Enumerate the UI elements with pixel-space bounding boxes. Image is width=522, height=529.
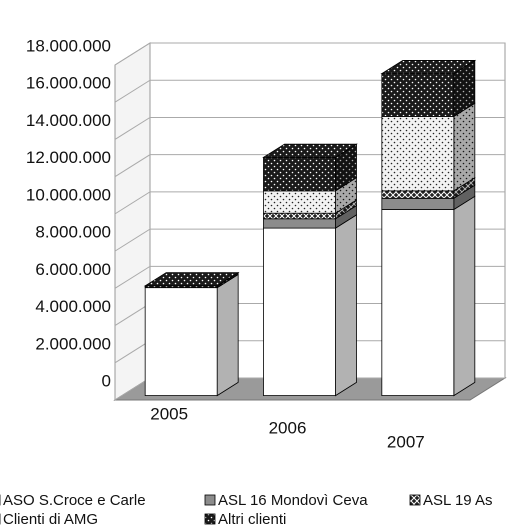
bar-side-shade <box>453 103 475 191</box>
bar-segment <box>263 199 357 220</box>
bar-side-shade <box>335 177 357 214</box>
side-wall <box>114 42 151 401</box>
legend-swatch <box>204 494 216 506</box>
legend-label: ASL 19 As <box>423 492 493 509</box>
bar-segment <box>381 195 476 397</box>
y-tick-label: 4.000.000 <box>35 297 111 316</box>
bar-segment <box>263 214 357 397</box>
x-tick-label: 2006 <box>269 418 307 437</box>
y-tick-label: 2.000.000 <box>35 334 111 353</box>
bar <box>144 287 218 396</box>
bar-side-shade <box>335 200 357 219</box>
bar-side-shade <box>217 274 239 396</box>
y-tick-label: 14.000.000 <box>26 111 111 130</box>
bar <box>263 190 336 214</box>
bar-side-shade <box>453 196 475 396</box>
bar-side-shade <box>453 177 475 199</box>
y-tick-label: 16.000.000 <box>26 74 111 93</box>
x-tick-label: 2005 <box>150 404 188 423</box>
legend-label: ASL 16 Mondovì Ceva <box>218 492 368 509</box>
y-tick-label: 8.000.000 <box>35 223 111 242</box>
bar-side-shade <box>453 185 475 210</box>
y-tick-label: 6.000.000 <box>35 260 111 279</box>
bar <box>381 197 455 210</box>
bar-side-shade <box>335 214 357 396</box>
bar <box>263 156 336 192</box>
y-tick-label: 0 <box>102 371 111 390</box>
bar <box>381 116 455 192</box>
bar-segment <box>263 143 357 192</box>
legend-label: Altri clienti <box>218 511 286 528</box>
bar <box>263 212 336 220</box>
legend-swatch <box>204 513 216 525</box>
legend-swatch <box>409 494 421 506</box>
y-tick-label: 18.000.000 <box>26 36 111 55</box>
bar <box>381 209 455 397</box>
bar-side-shade <box>453 60 475 117</box>
bar <box>263 227 336 397</box>
bar-segment <box>144 273 239 397</box>
legend-label: ASO S.Croce e Carle <box>3 492 146 509</box>
bar <box>263 218 336 229</box>
bar-side-shade <box>335 205 357 229</box>
legend-label: Clienti di AMG <box>3 511 98 528</box>
bar <box>381 190 455 199</box>
y-tick-label: 10.000.000 <box>26 185 111 204</box>
bar-top <box>262 143 358 158</box>
grid-line <box>114 42 505 66</box>
bar-segment <box>381 59 476 118</box>
bar-segment <box>381 184 476 211</box>
bar-segment <box>381 102 476 192</box>
bar <box>381 73 455 117</box>
bar-side-shade <box>335 144 357 191</box>
y-tick-label: 12.000.000 <box>26 148 111 167</box>
bar-top <box>143 272 240 287</box>
bar-top <box>380 60 477 75</box>
x-tick-label: 2007 <box>387 432 425 451</box>
